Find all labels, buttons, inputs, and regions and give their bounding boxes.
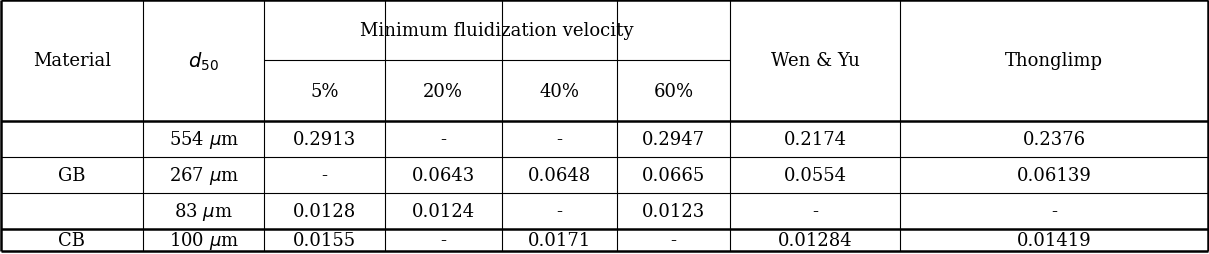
Text: 267 $\it{\mu}$m: 267 $\it{\mu}$m: [168, 165, 238, 186]
Text: 83 $\it{\mu}$m: 83 $\it{\mu}$m: [174, 200, 233, 222]
Text: Wen & Yu: Wen & Yu: [771, 52, 860, 70]
Text: 0.2947: 0.2947: [642, 131, 705, 149]
Text: $d_{50}$: $d_{50}$: [189, 50, 219, 72]
Text: 20%: 20%: [423, 83, 463, 101]
Text: 0.0648: 0.0648: [527, 166, 591, 184]
Text: 0.01284: 0.01284: [777, 231, 852, 249]
Text: -: -: [812, 202, 818, 220]
Text: 0.0128: 0.0128: [293, 202, 355, 220]
Text: 0.0155: 0.0155: [293, 231, 355, 249]
Text: GB: GB: [58, 166, 86, 184]
Text: Material: Material: [33, 52, 111, 70]
Text: 0.0643: 0.0643: [411, 166, 475, 184]
Text: CB: CB: [58, 231, 86, 249]
Text: -: -: [440, 131, 446, 149]
Text: 554 $\it{\mu}$m: 554 $\it{\mu}$m: [168, 129, 238, 151]
Text: 60%: 60%: [653, 83, 694, 101]
Text: 0.01419: 0.01419: [1017, 231, 1092, 249]
Text: -: -: [440, 231, 446, 249]
Text: 100 $\it{\mu}$m: 100 $\it{\mu}$m: [168, 229, 238, 251]
Text: Minimum fluidization velocity: Minimum fluidization velocity: [360, 22, 634, 40]
Text: 0.2913: 0.2913: [293, 131, 355, 149]
Text: -: -: [556, 131, 562, 149]
Text: -: -: [556, 202, 562, 220]
Text: 0.0554: 0.0554: [783, 166, 846, 184]
Text: -: -: [1052, 202, 1058, 220]
Text: 40%: 40%: [539, 83, 579, 101]
Text: 0.2174: 0.2174: [783, 131, 846, 149]
Text: 0.0665: 0.0665: [642, 166, 705, 184]
Text: 0.2376: 0.2376: [1023, 131, 1086, 149]
Text: 0.06139: 0.06139: [1017, 166, 1092, 184]
Text: 0.0171: 0.0171: [527, 231, 591, 249]
Text: 0.0123: 0.0123: [642, 202, 705, 220]
Text: 5%: 5%: [310, 83, 339, 101]
Text: Thonglimp: Thonglimp: [1006, 52, 1104, 70]
Text: -: -: [322, 166, 328, 184]
Text: 0.0124: 0.0124: [412, 202, 475, 220]
Text: -: -: [670, 231, 676, 249]
